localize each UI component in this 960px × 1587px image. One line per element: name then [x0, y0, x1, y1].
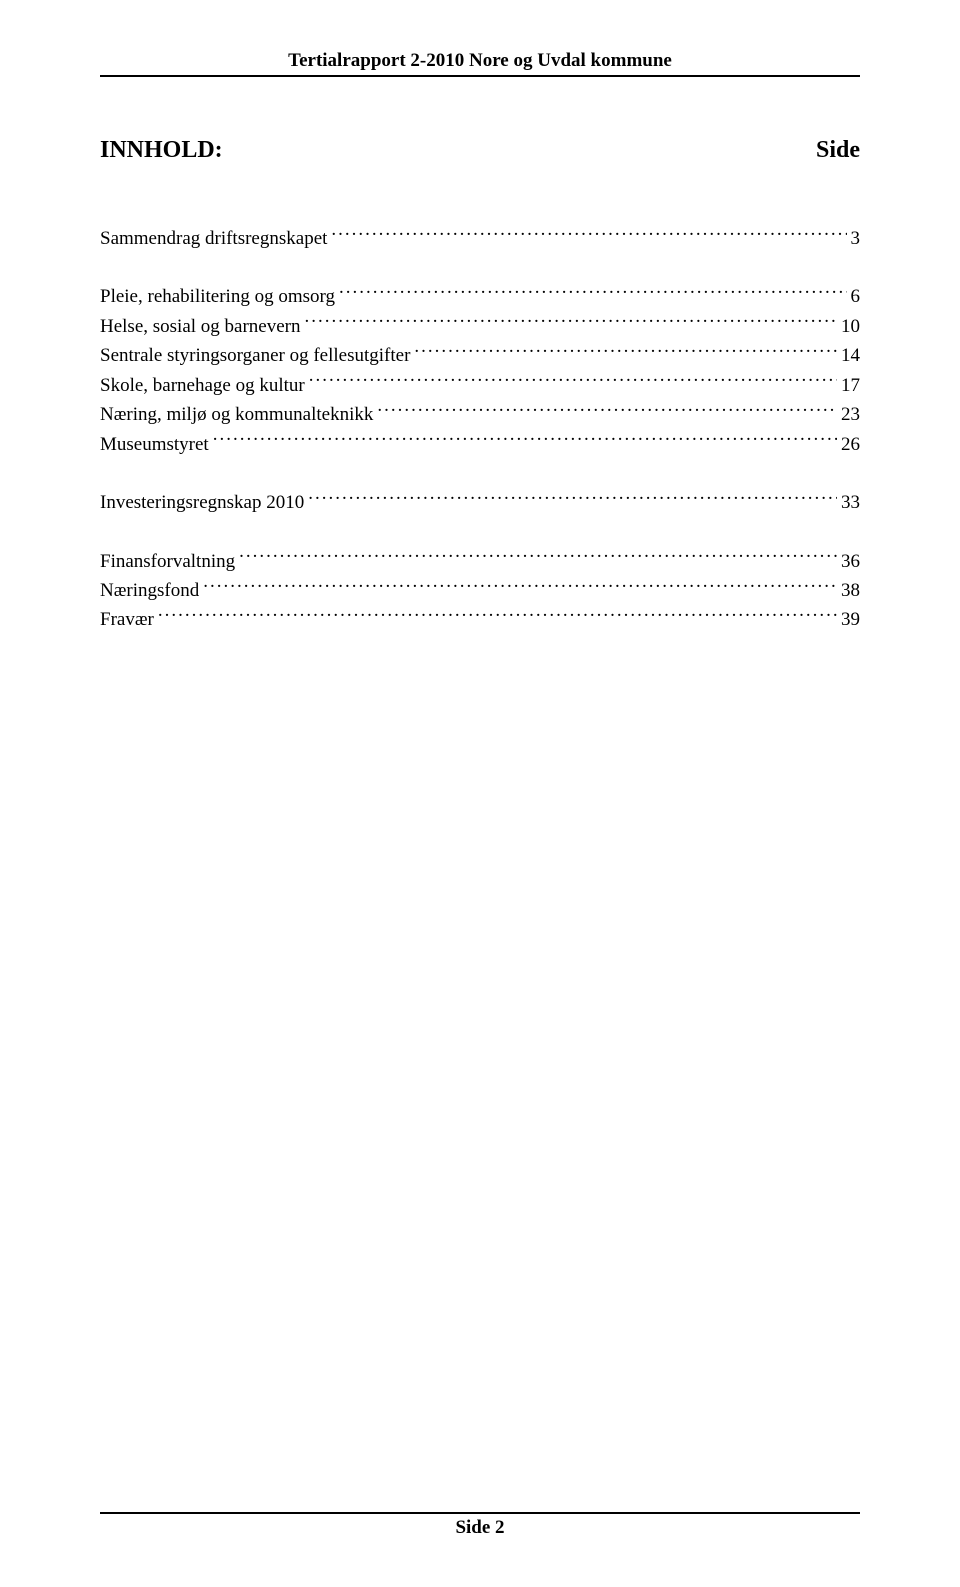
toc-leader	[331, 225, 846, 244]
toc-label: Sammendrag driftsregnskapet	[100, 224, 327, 253]
toc-row: Finansforvaltning 36	[100, 547, 860, 576]
toc-leader	[339, 283, 847, 302]
toc-row: Sentrale styringsorganer og fellesutgift…	[100, 341, 860, 370]
toc-label: Helse, sosial og barnevern	[100, 312, 301, 341]
table-of-contents: Sammendrag driftsregnskapet 3 Pleie, reha…	[100, 224, 860, 635]
toc-label: Museumstyret	[100, 430, 209, 459]
toc-row: Museumstyret 26	[100, 430, 860, 459]
toc-page-number: 17	[841, 371, 860, 400]
toc-leader	[377, 401, 837, 420]
toc-label: Sentrale styringsorganer og fellesutgift…	[100, 341, 410, 370]
footer-text: Side 2	[455, 1517, 504, 1538]
toc-leader	[213, 431, 837, 450]
toc-label: Skole, barnehage og kultur	[100, 371, 305, 400]
toc-leader	[305, 313, 838, 332]
toc-row: Pleie, rehabilitering og omsorg 6	[100, 282, 860, 311]
toc-gap	[100, 253, 860, 282]
toc-label: Næring, miljø og kommunalteknikk	[100, 400, 373, 429]
toc-page-number: 39	[841, 605, 860, 634]
page: Tertialrapport 2-2010 Nore og Uvdal komm…	[0, 0, 960, 1587]
toc-leader	[414, 342, 837, 361]
toc-label: Finansforvaltning	[100, 547, 235, 576]
toc-label: Pleie, rehabilitering og omsorg	[100, 282, 335, 311]
toc-label: Fravær	[100, 605, 154, 634]
title-right: Side	[816, 137, 860, 164]
toc-gap	[100, 459, 860, 488]
toc-row: Skole, barnehage og kultur 17	[100, 371, 860, 400]
toc-leader	[203, 577, 837, 596]
toc-row: Næringsfond 38	[100, 576, 860, 605]
toc-label: Investeringsregnskap 2010	[100, 488, 304, 517]
toc-page-number: 36	[841, 547, 860, 576]
toc-row: Fravær 39	[100, 605, 860, 634]
toc-gap	[100, 518, 860, 547]
page-header: Tertialrapport 2-2010 Nore og Uvdal komm…	[100, 50, 860, 75]
toc-page-number: 6	[851, 282, 861, 311]
toc-leader	[309, 372, 837, 391]
title-left: INNHOLD:	[100, 137, 223, 164]
toc-row: Sammendrag driftsregnskapet 3	[100, 224, 860, 253]
header-rule	[100, 75, 860, 77]
toc-label: Næringsfond	[100, 576, 199, 605]
toc-leader	[239, 548, 837, 567]
toc-leader	[158, 606, 837, 625]
toc-page-number: 10	[841, 312, 860, 341]
toc-page-number: 26	[841, 430, 860, 459]
toc-row: Helse, sosial og barnevern 10	[100, 312, 860, 341]
title-row: INNHOLD: Side	[100, 137, 860, 164]
toc-page-number: 38	[841, 576, 860, 605]
toc-row: Næring, miljø og kommunalteknikk 23	[100, 400, 860, 429]
footer-rule	[100, 1512, 860, 1514]
toc-page-number: 23	[841, 400, 860, 429]
toc-page-number: 3	[851, 224, 861, 253]
toc-row: Investeringsregnskap 2010 33	[100, 488, 860, 517]
toc-page-number: 33	[841, 488, 860, 517]
toc-leader	[308, 489, 837, 508]
header-text: Tertialrapport 2-2010 Nore og Uvdal komm…	[288, 50, 672, 71]
toc-page-number: 14	[841, 341, 860, 370]
page-footer: Side 2	[100, 1512, 860, 1539]
